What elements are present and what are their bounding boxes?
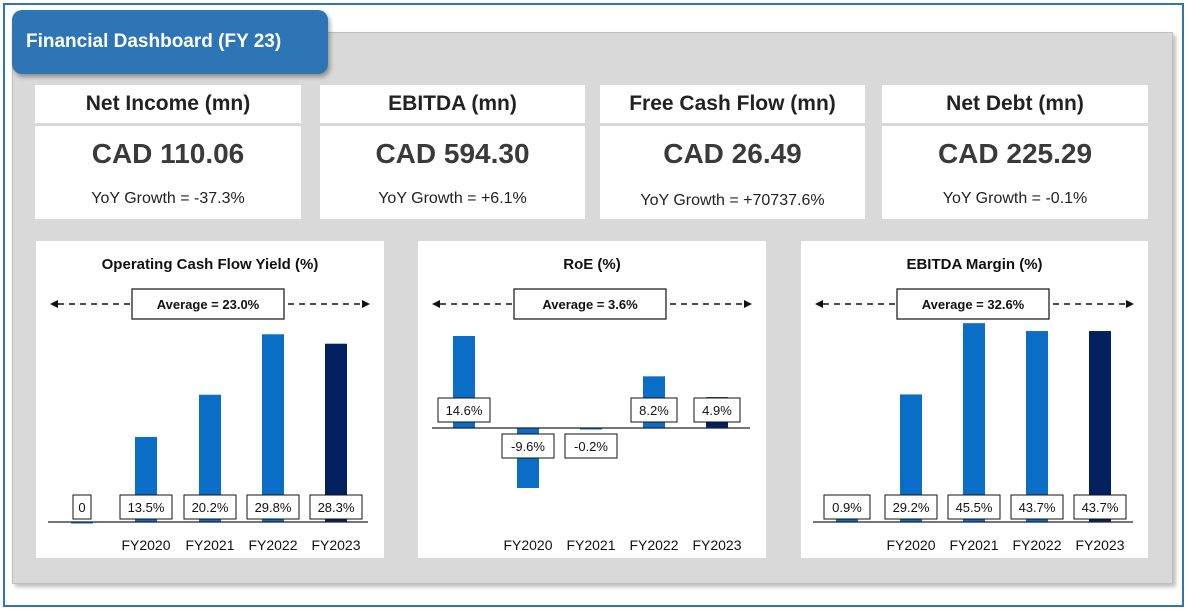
data-label: 8.2%: [639, 403, 669, 418]
tick-label: FY2023: [692, 537, 741, 553]
data-label-box: [119, 494, 173, 520]
chart-title: Operating Cash Flow Yield (%): [102, 256, 319, 273]
tick-label: FY2020: [503, 537, 552, 553]
data-label: -9.6%: [511, 439, 545, 454]
data-label: 14.6%: [446, 403, 483, 418]
data-label-box: [564, 433, 618, 459]
data-label-box: [246, 494, 300, 520]
tick-label: FY2022: [248, 537, 297, 553]
chart-ebitda-margin: EBITDA Margin (%) Average = 32.6% 0.9% 29.2…: [801, 241, 1148, 558]
chart-bar: [1026, 331, 1048, 522]
kpi-growth: YoY Growth = -37.3%: [91, 190, 245, 207]
data-label-box: [183, 494, 237, 520]
chart-bar: [580, 428, 602, 430]
tick-label: FY2023: [1075, 537, 1124, 553]
data-label: 4.9%: [702, 403, 732, 418]
kpi-title-free-cash-flow: Free Cash Flow (mn): [600, 85, 865, 123]
average-label: Average = 32.6%: [922, 297, 1025, 312]
data-label-box: [72, 494, 92, 520]
data-label: 0.9%: [832, 500, 862, 515]
data-label: 13.5%: [128, 500, 165, 515]
chart-bar: [900, 394, 922, 522]
kpi-card-free-cash-flow: CAD 26.49 YoY Growth = +70737.6%: [600, 126, 865, 219]
tick-label: FY2020: [886, 537, 935, 553]
arrowhead-right-icon: [744, 300, 752, 308]
tick-label: FY2023: [311, 537, 360, 553]
data-label: 29.8%: [255, 500, 292, 515]
data-label: 43.7%: [1082, 500, 1119, 515]
chart-bar: [836, 518, 858, 522]
average-box: [896, 288, 1050, 320]
arrowhead-left-icon: [815, 300, 823, 308]
data-label: 45.5%: [956, 500, 993, 515]
arrowhead-left-icon: [50, 300, 58, 308]
data-label-box: [693, 397, 741, 423]
chart-title: RoE (%): [563, 256, 621, 273]
kpi-card-net-debt: CAD 225.29 YoY Growth = -0.1%: [882, 126, 1148, 219]
data-label-box: [437, 397, 491, 423]
kpi-title-ebitda: EBITDA (mn): [320, 85, 585, 123]
average-box: [131, 288, 285, 320]
chart-title: EBITDA Margin (%): [906, 256, 1042, 273]
data-label: 29.2%: [893, 500, 930, 515]
dashboard-frame: [3, 3, 1184, 607]
chart-bar: [963, 323, 985, 522]
kpi-growth: YoY Growth = +70737.6%: [640, 192, 825, 209]
kpi-value: CAD 225.29: [937, 138, 1093, 169]
chart-bar: [71, 522, 93, 524]
chart-operating-cash-flow-yield: Operating Cash Flow Yield (%) Average = 2…: [36, 241, 384, 558]
chart-svg: EBITDA Margin (%) Average = 32.6% 0.9% 29.2…: [813, 256, 1134, 553]
kpi-title-net-debt: Net Debt (mn): [882, 85, 1148, 123]
tick-label: FY2021: [566, 537, 615, 553]
chart-svg: Operating Cash Flow Yield (%) Average = 2…: [48, 256, 370, 553]
data-label-box: [309, 494, 363, 520]
kpi-card-ebitda: CAD 594.30 YoY Growth = +6.1%: [320, 126, 585, 219]
tick-label: FY2020: [121, 537, 170, 553]
data-label-box: [947, 494, 1001, 520]
chart-bar: [262, 334, 284, 522]
average-label: Average = 3.6%: [542, 297, 638, 312]
kpi-value: CAD 110.06: [91, 138, 245, 169]
average-label: Average = 23.0%: [157, 297, 260, 312]
data-label-box: [501, 433, 555, 459]
kpi-growth: YoY Growth = +6.1%: [378, 190, 527, 207]
data-label: 43.7%: [1019, 500, 1056, 515]
tick-label: FY2021: [949, 537, 998, 553]
data-label: -0.2%: [574, 439, 608, 454]
tick-label: FY2022: [629, 537, 678, 553]
tick-label: FY2022: [1012, 537, 1061, 553]
data-label-box: [884, 494, 938, 520]
dashboard-title: Financial Dashboard (FY 23): [12, 10, 328, 74]
tick-label: FY2021: [185, 537, 234, 553]
chart-svg: RoE (%) Average = 3.6% 14.6% -9.6% -0.2% 8.2%…: [432, 256, 752, 553]
data-label-box: [1073, 494, 1127, 520]
data-label: 20.2%: [192, 500, 229, 515]
kpi-value: CAD 594.30: [375, 138, 530, 169]
arrowhead-right-icon: [1126, 300, 1134, 308]
data-label-box: [823, 494, 871, 520]
chart-bar: [199, 394, 221, 522]
kpi-growth: YoY Growth = -0.1%: [942, 190, 1088, 207]
arrowhead-right-icon: [362, 300, 370, 308]
data-label-box: [630, 397, 678, 423]
average-box: [513, 288, 667, 320]
chart-bar: [325, 343, 347, 522]
chart-bar: [1089, 331, 1111, 522]
kpi-value: CAD 26.49: [663, 138, 802, 169]
data-label-box: [1010, 494, 1064, 520]
kpi-title-net-income: Net Income (mn): [35, 85, 301, 123]
data-label: 0: [78, 500, 85, 515]
data-label: 28.3%: [318, 500, 355, 515]
chart-roe: RoE (%) Average = 3.6% 14.6% -9.6% -0.2% 8.2%…: [418, 241, 766, 558]
kpi-card-net-income: CAD 110.06 YoY Growth = -37.3%: [35, 126, 301, 219]
arrowhead-left-icon: [432, 300, 440, 308]
